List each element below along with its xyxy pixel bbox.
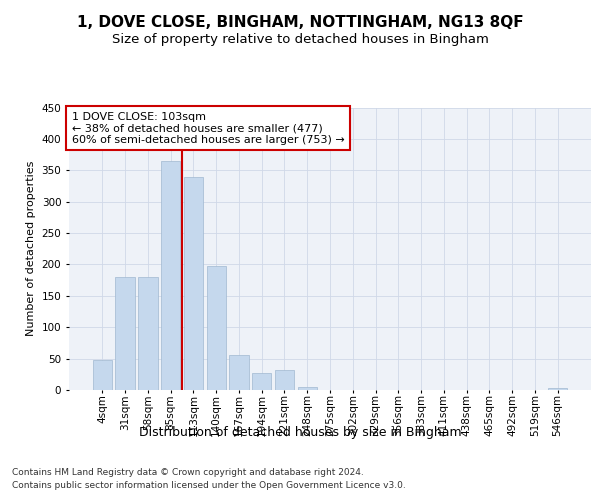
Bar	[275, 370, 294, 390]
Text: Distribution of detached houses by size in Bingham: Distribution of detached houses by size …	[139, 426, 461, 439]
Bar	[93, 360, 112, 390]
Bar	[206, 266, 226, 390]
Bar	[184, 176, 203, 390]
Text: 1, DOVE CLOSE, BINGHAM, NOTTINGHAM, NG13 8QF: 1, DOVE CLOSE, BINGHAM, NOTTINGHAM, NG13…	[77, 15, 523, 30]
Bar	[138, 277, 158, 390]
Bar	[229, 356, 248, 390]
Text: Size of property relative to detached houses in Bingham: Size of property relative to detached ho…	[112, 32, 488, 46]
Bar	[115, 277, 135, 390]
Bar	[252, 373, 271, 390]
Bar	[548, 388, 567, 390]
Text: Contains public sector information licensed under the Open Government Licence v3: Contains public sector information licen…	[12, 482, 406, 490]
Text: Contains HM Land Registry data © Crown copyright and database right 2024.: Contains HM Land Registry data © Crown c…	[12, 468, 364, 477]
Bar	[298, 387, 317, 390]
Bar	[161, 161, 181, 390]
Y-axis label: Number of detached properties: Number of detached properties	[26, 161, 36, 336]
Text: 1 DOVE CLOSE: 103sqm
← 38% of detached houses are smaller (477)
60% of semi-deta: 1 DOVE CLOSE: 103sqm ← 38% of detached h…	[71, 112, 344, 145]
